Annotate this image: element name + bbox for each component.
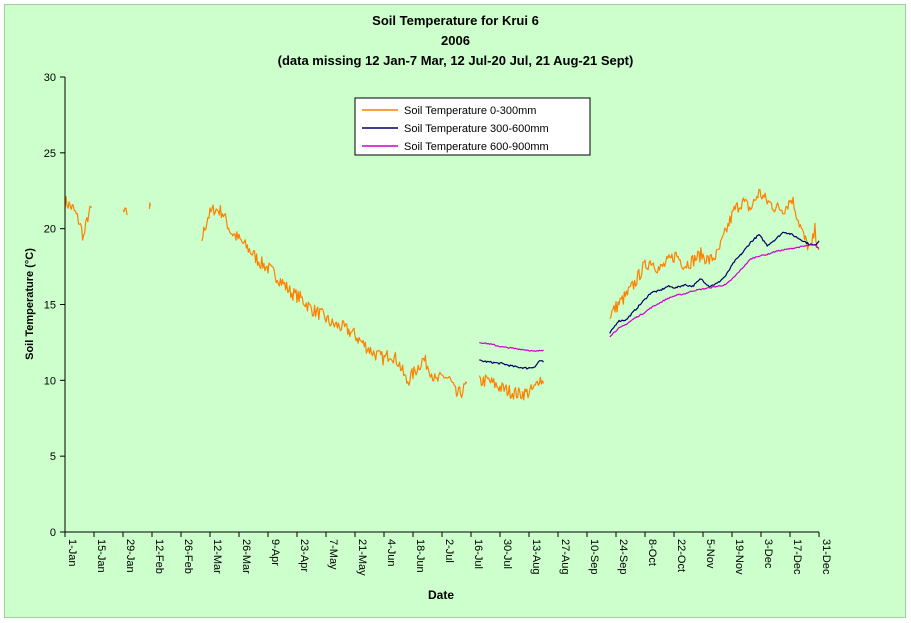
x-tick-label: 22-Oct xyxy=(675,539,687,572)
x-axis-label: Date xyxy=(428,588,454,602)
x-tick-label: 24-Sep xyxy=(617,539,629,574)
y-tick-label: 5 xyxy=(50,451,56,463)
series-line-0 xyxy=(64,196,93,241)
y-tick-label: 10 xyxy=(44,375,56,387)
x-tick-label: 26-Mar xyxy=(240,539,252,574)
y-axis-label: Soil Temperature (°C) xyxy=(24,248,36,360)
legend-label-2: Soil Temperature 600-900mm xyxy=(404,141,549,153)
chart-subtitle-note: (data missing 12 Jan-7 Mar, 12 Jul-20 Ju… xyxy=(277,53,634,68)
series-line-1 xyxy=(609,231,820,334)
x-tick-label: 29-Jan xyxy=(124,539,136,573)
series-line-0 xyxy=(609,188,820,319)
x-tick-label: 17-Dec xyxy=(791,539,803,575)
y-tick-label: 25 xyxy=(44,148,56,160)
chart-subtitle: 2006 xyxy=(441,33,470,48)
series-line-0 xyxy=(148,202,151,209)
x-tick-label: 26-Feb xyxy=(182,539,194,574)
x-tick-label: 31-Dec xyxy=(820,539,832,575)
x-tick-label: 27-Aug xyxy=(559,539,571,574)
y-tick-label: 20 xyxy=(44,224,56,236)
series-line-2 xyxy=(479,342,544,352)
x-tick-label: 5-Nov xyxy=(704,539,716,569)
x-tick-label: 9-Apr xyxy=(269,539,281,566)
x-tick-label: 16-Jul xyxy=(472,539,484,569)
x-tick-label: 1-Jan xyxy=(66,539,78,567)
series-layer xyxy=(64,188,820,401)
y-tick-label: 30 xyxy=(44,72,56,84)
x-tick-label: 15-Jan xyxy=(95,539,107,573)
x-tick-label: 30-Jul xyxy=(501,539,513,569)
x-tick-label: 2-Jul xyxy=(443,539,455,563)
x-tick-label: 4-Jun xyxy=(385,539,397,567)
legend-label-0: Soil Temperature 0-300mm xyxy=(404,105,536,117)
x-tick-label: 13-Aug xyxy=(530,539,542,574)
series-line-1 xyxy=(479,359,544,370)
series-line-2 xyxy=(609,244,820,338)
x-tick-label: 23-Apr xyxy=(298,539,310,572)
x-tick-label: 3-Dec xyxy=(762,539,774,569)
y-tick-label: 0 xyxy=(50,527,56,539)
y-tick-label: 15 xyxy=(44,300,56,312)
x-tick-label: 18-Jun xyxy=(414,539,426,573)
legend: Soil Temperature 0-300mm Soil Temperature… xyxy=(354,97,591,156)
axes-layer: 0 5 10 15 20 25 30 1-Jan 15-Jan 29-Jan 12-Feb 26-Fe… xyxy=(44,72,832,576)
x-tick-label: 10-Sep xyxy=(588,539,600,574)
x-tick-label: 7-May xyxy=(327,539,339,570)
x-tick-label: 12-Feb xyxy=(153,539,165,574)
x-tick-label: 8-Oct xyxy=(646,539,658,566)
series-line-0 xyxy=(122,207,128,216)
chart-title: Soil Temperature for Krui 6 xyxy=(372,13,539,28)
x-tick-label: 21-May xyxy=(356,539,368,576)
legend-label-1: Soil Temperature 300-600mm xyxy=(404,123,549,135)
x-tick-label: 12-Mar xyxy=(211,539,223,574)
series-line-0 xyxy=(478,374,545,401)
x-tick-label: 19-Nov xyxy=(733,539,745,575)
series-line-0 xyxy=(201,204,468,399)
